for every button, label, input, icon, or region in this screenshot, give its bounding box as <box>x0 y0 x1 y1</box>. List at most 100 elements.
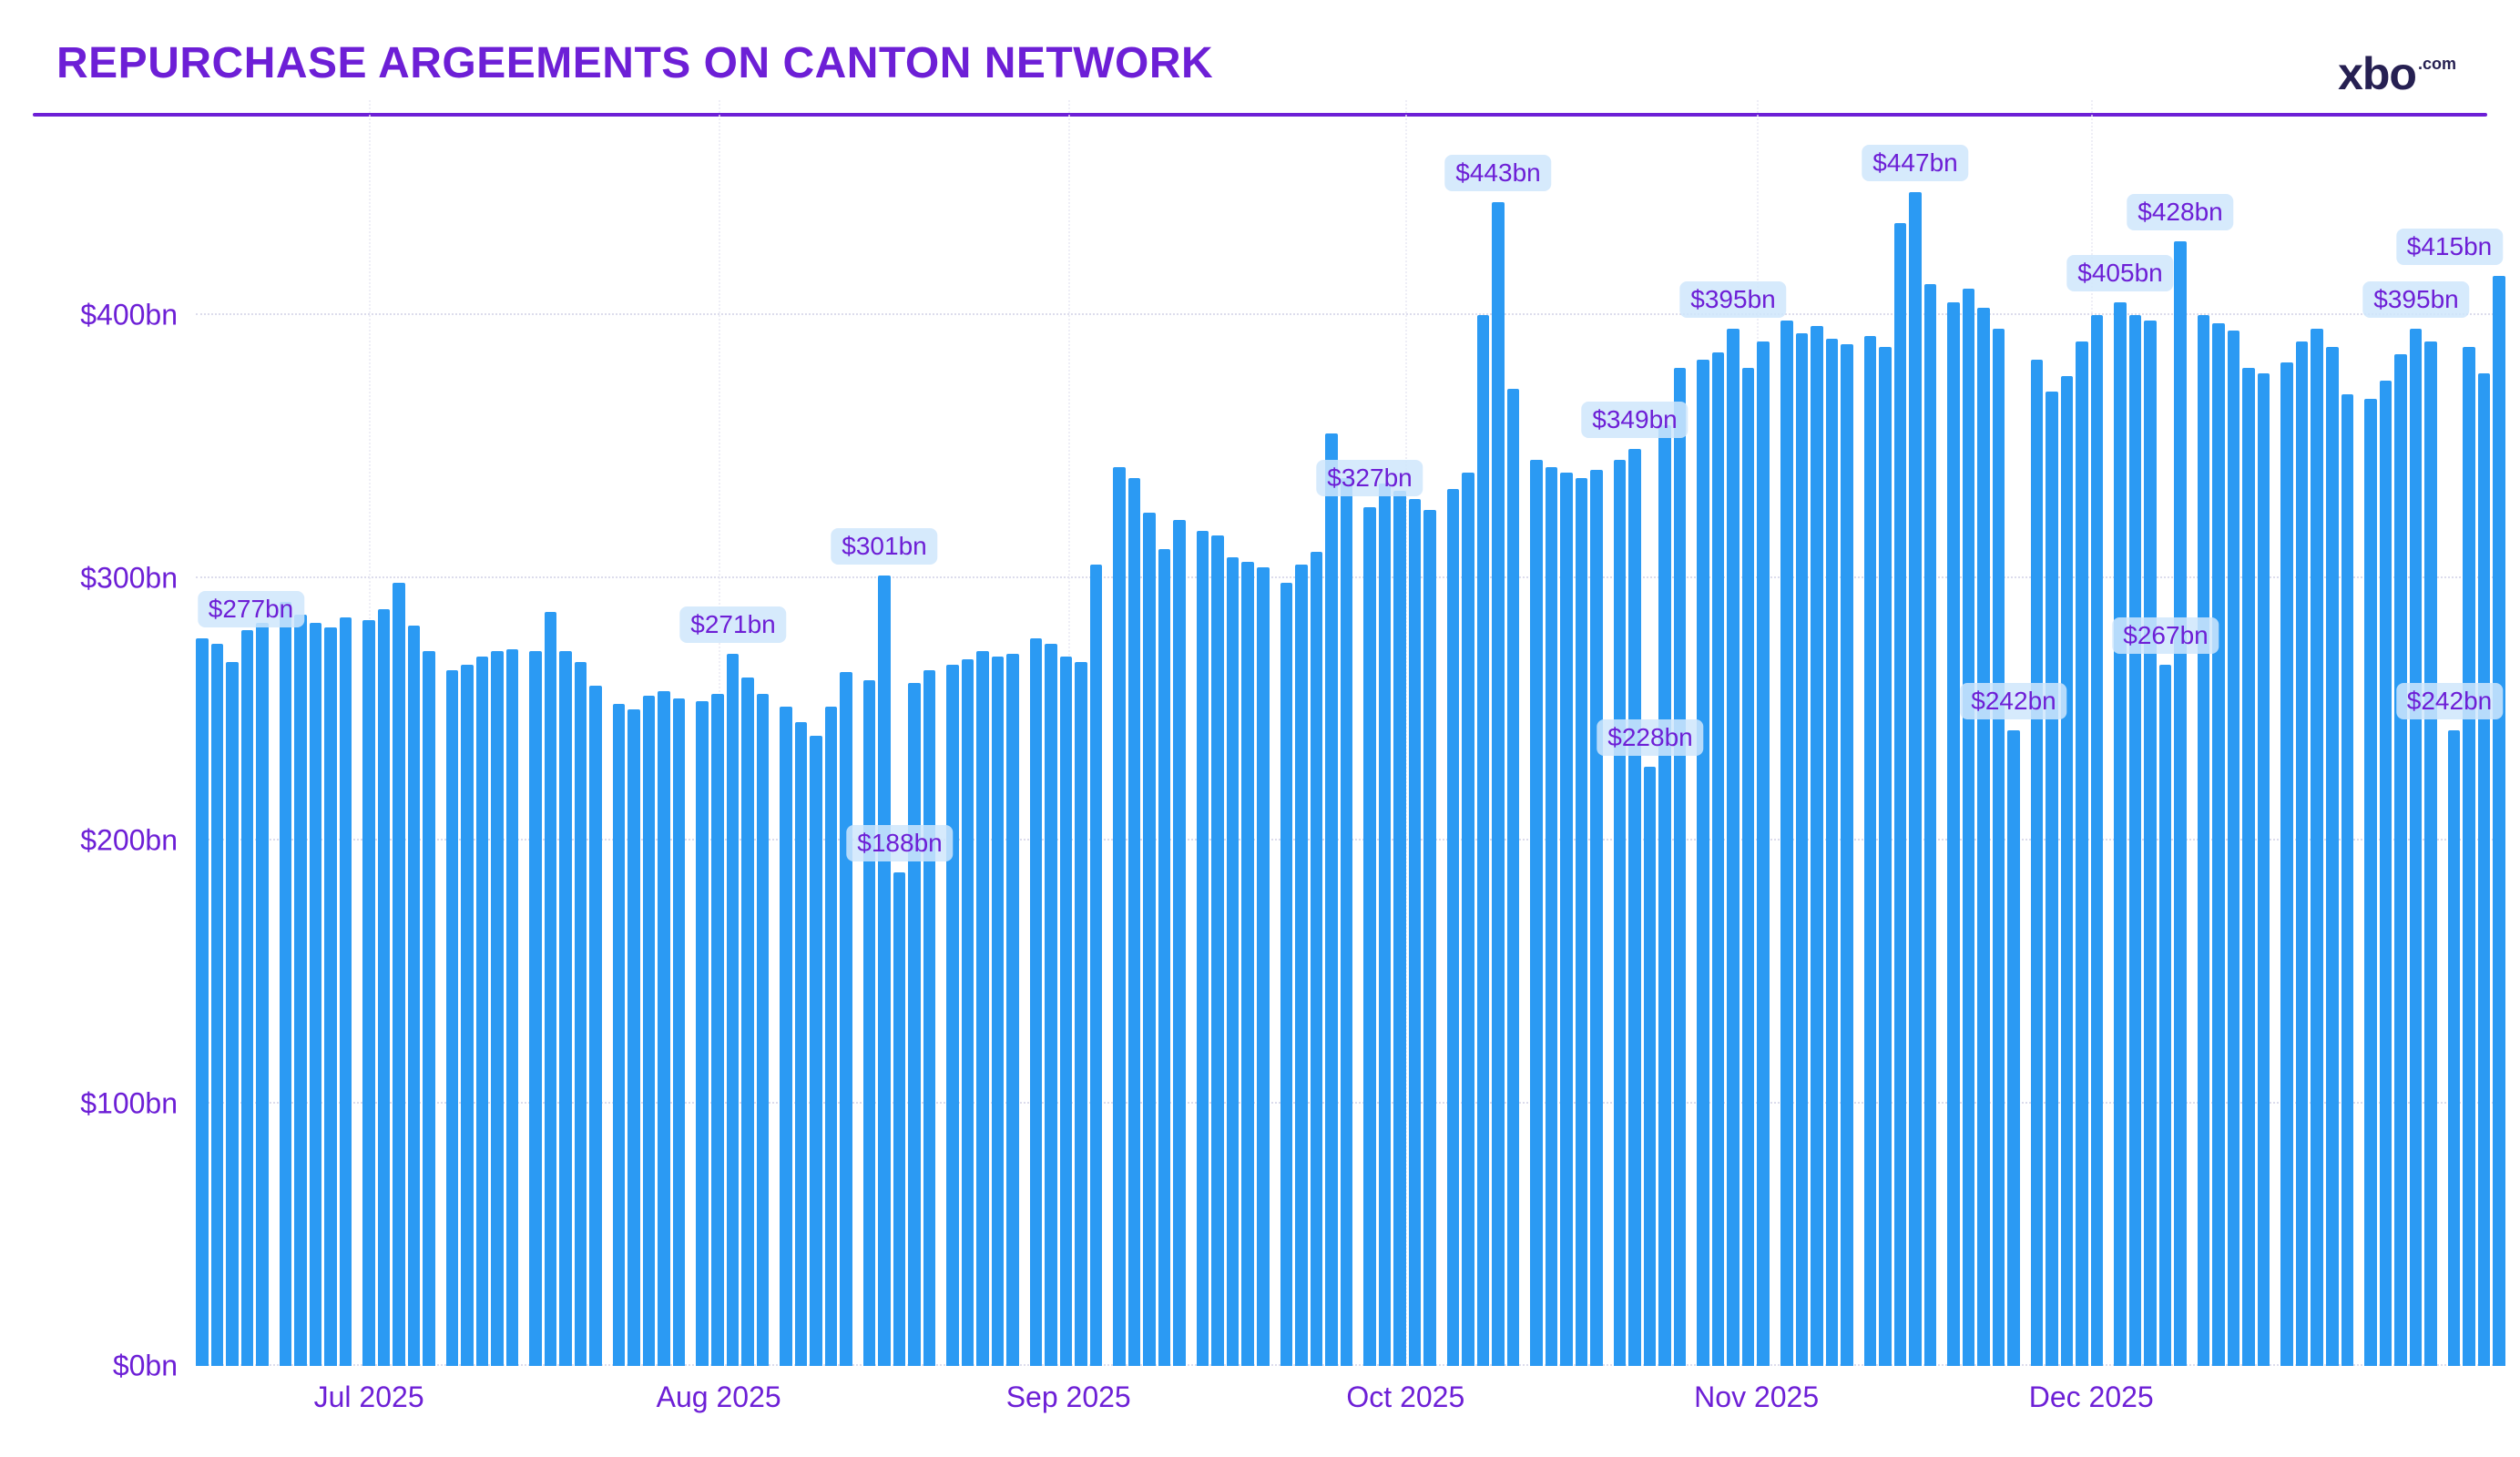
bar <box>627 708 640 1366</box>
bar <box>256 622 269 1366</box>
y-tick-label: $400bn <box>80 298 178 331</box>
bar <box>362 619 375 1366</box>
bar <box>2379 381 2392 1366</box>
bar <box>475 657 489 1366</box>
bar <box>2493 275 2505 1366</box>
header-divider <box>33 113 2487 117</box>
bar <box>2030 360 2044 1366</box>
bar <box>878 575 891 1366</box>
bar <box>1241 562 1254 1366</box>
xbo-logo-suffix: .com <box>2417 55 2456 73</box>
bar <box>2128 315 2142 1366</box>
bar <box>1992 328 2005 1366</box>
bar <box>1196 530 1209 1366</box>
bar <box>1841 343 1853 1366</box>
bar <box>1089 565 1103 1366</box>
bar <box>1879 346 1892 1366</box>
bar <box>393 583 405 1366</box>
bar <box>1893 223 1907 1366</box>
bar <box>294 615 307 1366</box>
bar <box>1757 341 1770 1366</box>
bar <box>2158 664 2172 1366</box>
bar <box>377 609 391 1366</box>
bar <box>589 685 602 1366</box>
bar <box>1226 556 1240 1366</box>
bar <box>1590 470 1603 1366</box>
bar <box>1363 506 1376 1366</box>
bar <box>1257 567 1270 1366</box>
bar <box>946 664 959 1366</box>
bar <box>1923 283 1937 1366</box>
bar <box>794 722 808 1366</box>
bar <box>1658 425 1671 1366</box>
x-month-label: Sep 2025 <box>1005 1381 1131 1413</box>
bar <box>1423 509 1436 1366</box>
bar <box>2174 241 2187 1366</box>
bar <box>2242 367 2255 1366</box>
bar <box>1492 202 1505 1366</box>
bar <box>1506 388 1520 1366</box>
bar <box>1173 520 1186 1366</box>
bar <box>1909 191 1922 1366</box>
bar <box>1127 478 1141 1366</box>
bar <box>893 871 906 1366</box>
x-axis-labels: Jul 2025 Aug 2025 Sep 2025 Oct 2025 Nov 2025… <box>196 1381 2505 1426</box>
bar <box>226 661 239 1366</box>
bar <box>1673 367 1687 1366</box>
bar <box>2046 391 2058 1366</box>
bar <box>756 693 770 1366</box>
h-gridline <box>196 313 2505 316</box>
bar <box>2212 322 2225 1366</box>
x-month-label: Nov 2025 <box>1694 1381 1820 1413</box>
bar <box>1780 320 1793 1366</box>
bar <box>529 651 542 1366</box>
x-month-label: Jul 2025 <box>313 1381 424 1413</box>
bar <box>741 678 754 1366</box>
bar <box>1613 459 1627 1366</box>
bar <box>1530 459 1543 1366</box>
bar <box>196 637 209 1366</box>
xbo-logo[interactable]: xbo .com <box>2338 47 2456 100</box>
bar <box>824 706 838 1366</box>
bar <box>2424 341 2437 1366</box>
bar <box>1045 643 1057 1366</box>
plot-area: $277bn $271bn $301bn $188bn $327bn $443bn $349… <box>196 100 2505 1366</box>
bar <box>2090 315 2104 1366</box>
bar <box>1476 315 1490 1366</box>
bar <box>923 669 936 1366</box>
x-month-label: Dec 2025 <box>2028 1381 2154 1413</box>
xbo-logo-text: xbo <box>2338 48 2417 99</box>
bar <box>1727 328 1740 1366</box>
bar <box>2197 315 2210 1366</box>
bar <box>2364 399 2377 1366</box>
bar <box>2007 729 2020 1366</box>
bar <box>1711 352 1725 1366</box>
bar <box>2227 331 2240 1366</box>
bar <box>2060 375 2074 1366</box>
bar <box>2257 372 2270 1366</box>
bar <box>1143 512 1156 1366</box>
y-tick-label: $0bn <box>112 1349 178 1382</box>
y-axis-labels: $0bn $100bn $200bn $300bn $400bn <box>36 137 178 1382</box>
bar <box>1325 433 1338 1366</box>
bar <box>423 651 435 1366</box>
bar <box>1059 657 1073 1366</box>
bar <box>1113 467 1126 1366</box>
bar <box>1310 551 1323 1366</box>
bar <box>210 643 224 1366</box>
bar <box>1697 360 1709 1366</box>
bar <box>559 651 572 1366</box>
x-month-label: Oct 2025 <box>1346 1381 1465 1413</box>
bar <box>2394 354 2407 1366</box>
page-title: REPURCHASE ARGEEMENTS ON CANTON NETWORK <box>56 39 1214 87</box>
bar <box>2477 372 2491 1366</box>
bar <box>2341 393 2354 1366</box>
bar <box>2326 346 2339 1366</box>
bar <box>1158 548 1171 1366</box>
bar <box>1643 767 1657 1366</box>
bar <box>445 669 459 1366</box>
bar <box>976 651 989 1366</box>
bar <box>2144 320 2157 1366</box>
bar <box>1340 478 1353 1366</box>
